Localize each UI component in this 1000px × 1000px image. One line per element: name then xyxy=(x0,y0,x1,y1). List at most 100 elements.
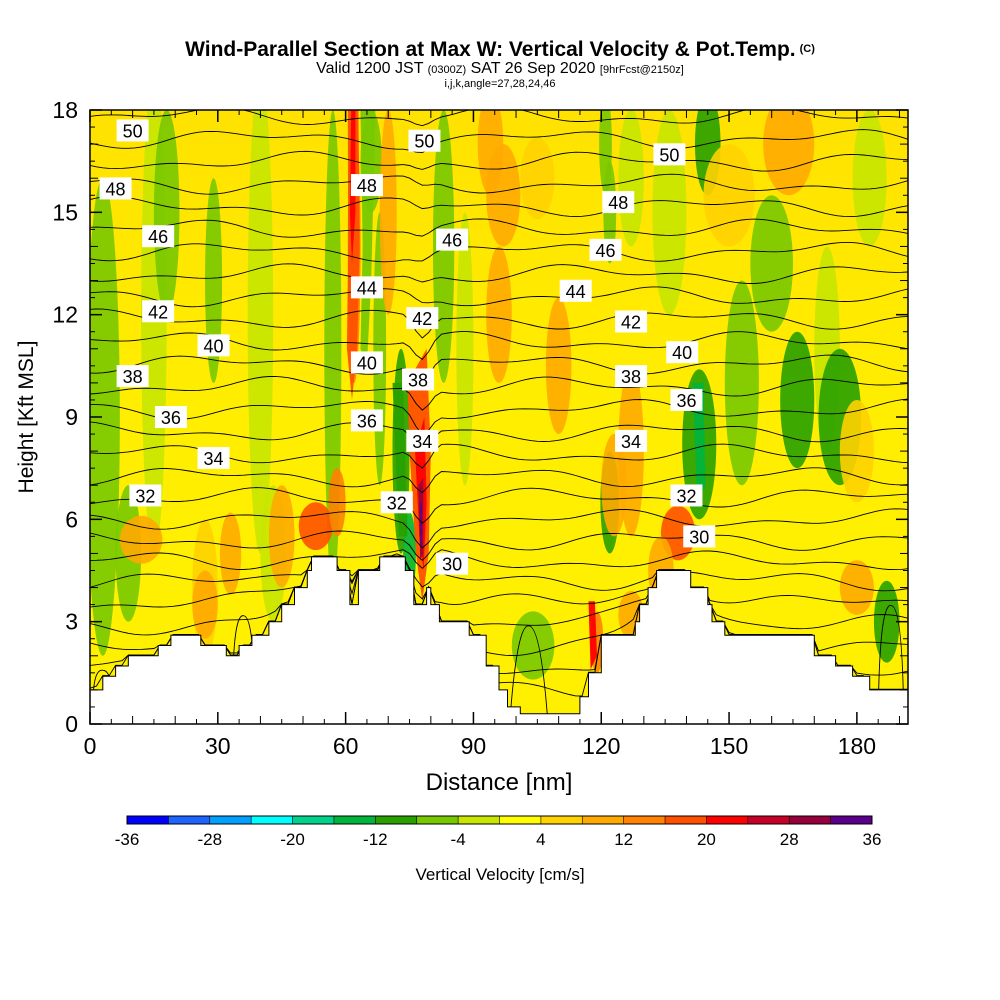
y-tick-label: 12 xyxy=(52,302,78,328)
updraft-core-78-peak xyxy=(419,502,422,547)
isentrope-label-38-17: 38 xyxy=(116,365,149,388)
isentrope-label-box xyxy=(350,174,383,197)
isentrope-label-text: 30 xyxy=(442,555,462,575)
colorbar-tick-label: -12 xyxy=(363,830,388,849)
updraft-area-9 xyxy=(545,297,572,435)
isentrope-label-box xyxy=(406,307,439,330)
colorbar-tick-label: 36 xyxy=(863,830,882,849)
isentrope-label-38-19: 38 xyxy=(615,365,648,388)
isentrope-label-40-14: 40 xyxy=(197,334,230,357)
colorbar-bin xyxy=(458,816,500,824)
isentrope-label-box xyxy=(683,525,716,548)
isentrope-label-30-30: 30 xyxy=(683,525,716,548)
y-axis-label: Height [Kft MSL] xyxy=(15,341,38,494)
isentrope-label-box xyxy=(116,365,149,388)
isentrope-label-text: 42 xyxy=(412,309,432,329)
isentrope-6 xyxy=(90,549,908,571)
isentrope-label-text: 40 xyxy=(672,343,692,363)
isentrope-label-box xyxy=(589,238,622,261)
isentrope-label-text: 34 xyxy=(621,432,641,452)
isentrope-label-text: 38 xyxy=(408,370,428,390)
velocity-field xyxy=(90,110,908,724)
updraft-area-2 xyxy=(298,502,333,551)
isentrope-label-box xyxy=(406,429,439,452)
isentrope-label-50-2: 50 xyxy=(653,143,686,166)
isentrope-label-box xyxy=(350,409,383,432)
isentrope-8 xyxy=(90,508,908,549)
isentrope-label-box xyxy=(615,310,648,333)
title-block: Wind-Parallel Section at Max W: Vertical… xyxy=(0,38,1000,91)
isentrope-label-text: 44 xyxy=(566,282,586,302)
isentrope-label-36-20: 36 xyxy=(154,406,187,428)
isentrope-label-box xyxy=(402,368,435,391)
isentrope-label-box xyxy=(436,552,469,575)
isentrope-label-48-5: 48 xyxy=(602,191,635,214)
isentrope-labels: 50 50 50 48 48 48 46 46 46 44 44 42 42 42 40 40 40 38 38 38… xyxy=(99,119,716,575)
colorbar-bin xyxy=(127,816,169,824)
isentrope-label-box xyxy=(380,491,413,514)
isentrope-19 xyxy=(90,263,908,284)
isentrope-label-box xyxy=(670,484,703,507)
terrain-profile xyxy=(89,556,909,725)
isentrope-5 xyxy=(90,555,908,592)
isentrope-label-text: 48 xyxy=(357,176,377,196)
downdraft-area-23 xyxy=(724,280,759,486)
downdraft-area-15 xyxy=(511,611,555,680)
isentrope-label-box xyxy=(602,191,635,214)
downdraft-area-6 xyxy=(205,178,223,383)
isentrope-label-text: 32 xyxy=(387,493,407,513)
downdraft-area-5 xyxy=(153,110,180,315)
x-tick-label: 0 xyxy=(84,733,97,759)
y-tick-label: 9 xyxy=(65,404,78,430)
isentrope-label-42-11: 42 xyxy=(142,300,175,323)
isentrope-label-32-26: 32 xyxy=(129,484,162,507)
isentrope-label-box xyxy=(129,484,162,507)
isentrope-label-text: 34 xyxy=(412,432,432,452)
y-tick-label: 0 xyxy=(65,711,78,737)
colorbar-bin xyxy=(623,816,666,824)
isentrope-label-44-10: 44 xyxy=(559,279,592,302)
colorbar-bin xyxy=(416,816,459,824)
updraft-core-118 xyxy=(588,601,597,670)
colorbar-bin xyxy=(333,816,376,824)
colorbar-bin xyxy=(665,816,707,824)
updraft-area-14 xyxy=(763,110,815,196)
isentrope-label-box xyxy=(615,429,648,452)
isentrope-label-38-18: 38 xyxy=(402,368,435,391)
colorbar-bin xyxy=(168,816,211,824)
isentrope-21 xyxy=(90,218,908,238)
isentrope-12 xyxy=(90,421,908,453)
isentrope-label-50-1: 50 xyxy=(408,129,441,152)
isentrope-7 xyxy=(90,530,908,562)
isentrope-label-box xyxy=(670,388,703,411)
downdraft-area-29 xyxy=(852,110,887,247)
x-tick-label: 120 xyxy=(582,733,620,759)
isentrope-label-42-13: 42 xyxy=(615,310,648,333)
colorbar-bin xyxy=(582,816,625,824)
downdraft-area-25 xyxy=(780,331,815,469)
downdraft-area-19 xyxy=(618,110,644,247)
updraft-area-15 xyxy=(839,560,874,615)
isentrope-label-box xyxy=(653,143,686,166)
isentrope-label-box xyxy=(116,119,149,142)
isentrope-label-box xyxy=(142,300,175,323)
chart-title: Wind-Parallel Section at Max W: Vertical… xyxy=(185,38,815,61)
isentrope-label-box xyxy=(615,365,648,388)
x-tick-label: 150 xyxy=(710,733,748,759)
y-tick-label: 15 xyxy=(52,199,78,225)
low-isentrope-2 xyxy=(509,625,549,724)
colorbar-bin xyxy=(830,816,873,824)
isentrope-label-text: 32 xyxy=(135,486,155,506)
downdraft-area-20 xyxy=(652,110,687,315)
isentrope-17 xyxy=(90,308,908,339)
isentrope-label-44-9: 44 xyxy=(350,276,383,299)
isentrope-label-text: 50 xyxy=(123,121,143,141)
isentrope-label-36-21: 36 xyxy=(350,409,383,432)
isentrope-label-text: 48 xyxy=(608,193,628,213)
isentrope-label-text: 50 xyxy=(659,145,679,165)
isentrope-9 xyxy=(90,487,908,524)
updraft-area-1 xyxy=(268,485,295,588)
isentrope-label-50-0: 50 xyxy=(116,119,149,142)
isentrope-label-text: 36 xyxy=(357,411,377,431)
